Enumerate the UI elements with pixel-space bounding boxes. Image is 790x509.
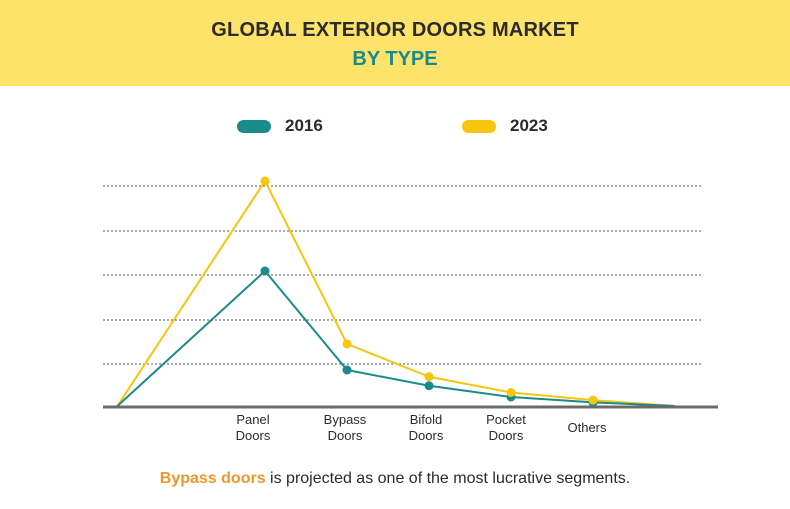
point-2016-0 xyxy=(260,266,270,276)
x-tick-label-4: Others xyxy=(567,420,607,435)
legend-item-2023: 2023 xyxy=(462,116,548,136)
series-line-2016 xyxy=(116,270,676,407)
point-2016-1 xyxy=(342,365,352,375)
footnote: Bypass doors is projected as one of the … xyxy=(0,470,790,488)
x-tick-label-2: Bifold Doors xyxy=(409,412,444,443)
legend-swatch-2016 xyxy=(237,119,271,133)
chart-title: GLOBAL EXTERIOR DOORS MARKET xyxy=(211,19,579,41)
legend-label-2023: 2023 xyxy=(510,116,548,135)
point-2023-1 xyxy=(342,339,352,349)
chart-header: GLOBAL EXTERIOR DOORS MARKET BY TYPE xyxy=(0,0,790,86)
point-2023-4 xyxy=(588,395,598,405)
legend-item-2016: 2016 xyxy=(237,116,323,136)
footnote-highlight: Bypass doors xyxy=(159,470,266,487)
point-2023-3 xyxy=(506,388,516,397)
legend-swatch-2023 xyxy=(462,119,496,133)
legend-label-2016: 2016 xyxy=(285,116,323,135)
point-2016-2 xyxy=(424,381,434,391)
series-line-2023 xyxy=(116,180,676,407)
chart-subtitle: BY TYPE xyxy=(352,48,438,70)
point-2023-0 xyxy=(260,176,270,186)
footnote-text: is projected as one of the most lucrativ… xyxy=(265,470,631,487)
x-tick-label-3: Pocket Doors xyxy=(486,412,526,443)
x-tick-label-0: Panel Doors xyxy=(236,412,271,443)
x-tick-label-1: Bypass Doors xyxy=(324,412,367,443)
point-2023-2 xyxy=(424,372,434,382)
